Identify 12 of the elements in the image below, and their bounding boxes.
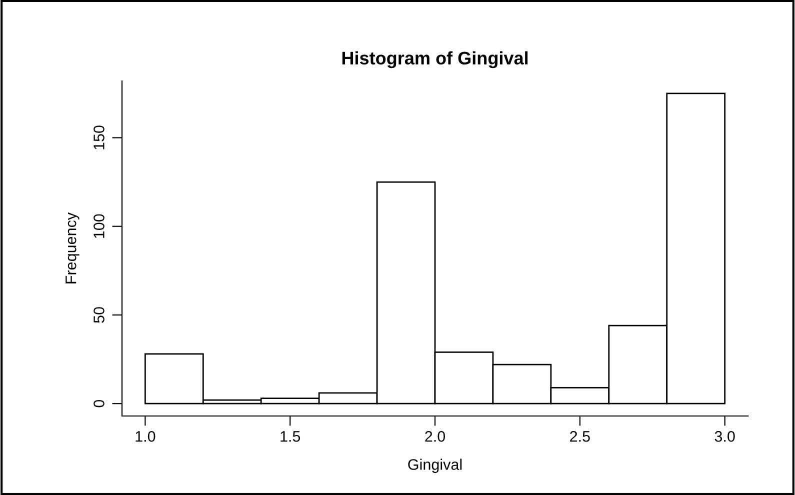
y-tick-label: 50	[94, 307, 104, 323]
y-tick-label: 100	[94, 214, 104, 238]
x-tick-label: 1.0	[136, 430, 156, 442]
chart-title: Histogram of Gingival	[342, 51, 528, 68]
x-tick-label: 3.0	[714, 430, 735, 442]
x-tick-label: 2.5	[570, 430, 590, 442]
y-tick-label: 150	[94, 126, 104, 150]
y-tick-label: 0	[94, 400, 104, 408]
x-tick-label: 2.0	[425, 430, 446, 442]
x-tick-label: 1.5	[280, 431, 300, 442]
y-axis-title: Frequency	[66, 212, 80, 284]
x-axis-title: Gingival	[408, 458, 462, 473]
